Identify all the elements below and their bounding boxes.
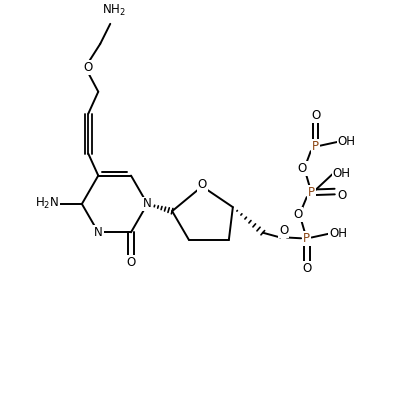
Text: OH: OH — [338, 135, 356, 148]
Text: O: O — [198, 178, 207, 191]
Text: O: O — [311, 109, 320, 122]
Text: P: P — [308, 186, 315, 199]
Text: O: O — [84, 61, 93, 74]
Text: OH: OH — [333, 167, 350, 180]
Text: O: O — [293, 208, 302, 221]
Text: OH: OH — [329, 227, 347, 240]
Text: O: O — [337, 189, 347, 202]
Text: O: O — [298, 162, 307, 175]
Text: N: N — [143, 197, 152, 211]
Text: O: O — [302, 262, 311, 275]
Text: O: O — [126, 256, 136, 269]
Text: NH$_2$: NH$_2$ — [102, 3, 126, 18]
Text: P: P — [303, 232, 310, 245]
Text: O: O — [279, 224, 288, 237]
Text: N: N — [94, 226, 102, 239]
Text: H$_2$N: H$_2$N — [35, 197, 59, 211]
Text: P: P — [312, 140, 319, 153]
